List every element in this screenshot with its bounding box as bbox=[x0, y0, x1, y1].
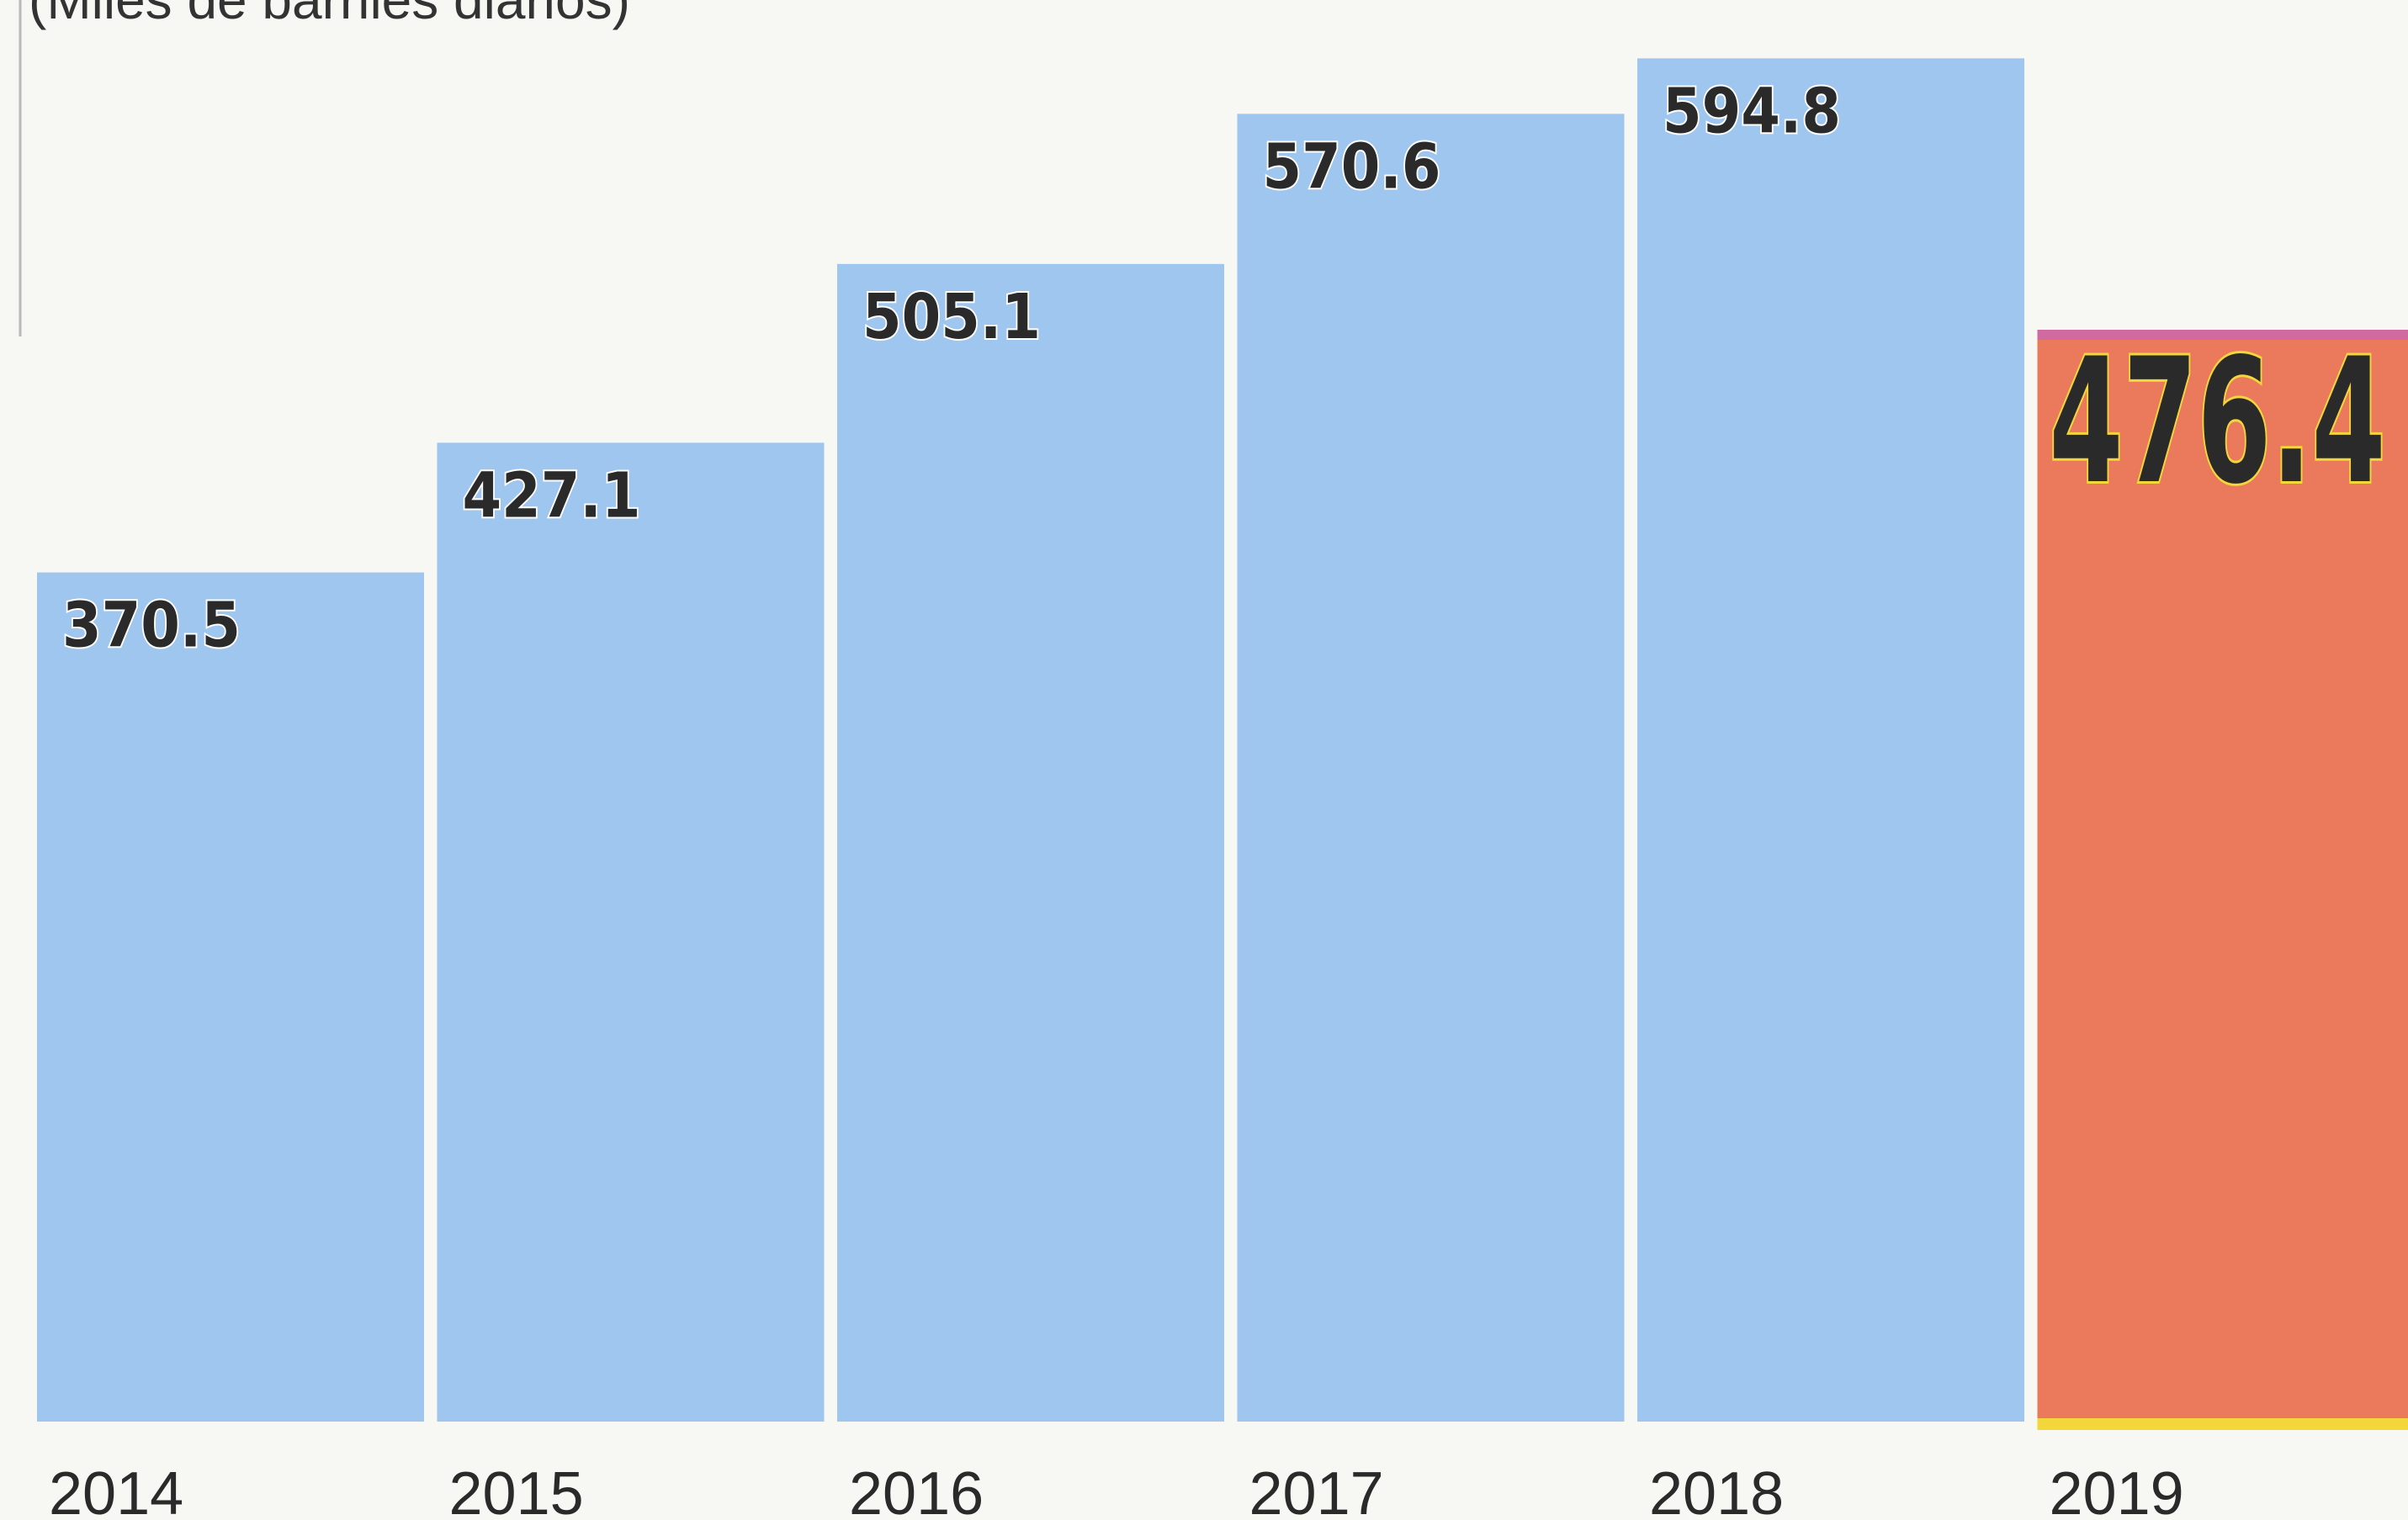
x-tick-labels-group: 2014 2015 2016 2017 2018 2019 bbox=[49, 1460, 2184, 1520]
bar-highlight bbox=[2037, 330, 2408, 1422]
value-labels-group: 370.5 427.1 505.1 570.6 594.8 476.4 bbox=[61, 73, 2389, 663]
value-label: 505.1 bbox=[862, 281, 1041, 353]
chart-subtitle: (Miles de barriles diarios) bbox=[29, 0, 630, 30]
x-tick-label: 2017 bbox=[1249, 1460, 1384, 1520]
bar-highlight-bottom-edge bbox=[2037, 1418, 2408, 1430]
value-label: 370.5 bbox=[62, 590, 241, 662]
bar-highlight-top-edge bbox=[2037, 330, 2408, 341]
bar bbox=[37, 572, 424, 1422]
bar bbox=[837, 263, 1224, 1422]
value-label: 570.6 bbox=[1263, 130, 1441, 203]
value-label: 427.1 bbox=[463, 459, 641, 532]
value-label-highlight: 476.4 bbox=[2050, 322, 2386, 522]
x-tick-label: 2015 bbox=[449, 1460, 584, 1520]
bar bbox=[1237, 114, 1625, 1422]
x-tick-label: 2019 bbox=[2050, 1460, 2184, 1520]
x-tick-label: 2018 bbox=[1649, 1460, 1784, 1520]
bar bbox=[1637, 58, 2024, 1422]
x-tick-label: 2014 bbox=[49, 1460, 183, 1520]
value-label: 594.8 bbox=[1663, 75, 1841, 147]
bar bbox=[437, 442, 825, 1422]
x-tick-label: 2016 bbox=[849, 1460, 984, 1520]
bars-group bbox=[37, 58, 2408, 1430]
